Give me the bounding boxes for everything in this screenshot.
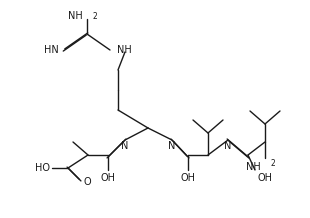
Text: NH: NH xyxy=(246,162,261,172)
Text: N: N xyxy=(168,141,176,151)
Text: HN: HN xyxy=(44,45,59,55)
Text: N: N xyxy=(224,141,232,151)
Text: OH: OH xyxy=(100,173,116,183)
Text: 2: 2 xyxy=(92,12,97,22)
Text: NH: NH xyxy=(117,45,132,55)
Text: NH: NH xyxy=(68,11,83,21)
Text: OH: OH xyxy=(257,173,272,183)
Text: N: N xyxy=(121,141,129,151)
Text: 2: 2 xyxy=(271,160,275,169)
Text: O: O xyxy=(83,177,91,187)
Text: OH: OH xyxy=(180,173,196,183)
Text: HO: HO xyxy=(35,163,50,173)
